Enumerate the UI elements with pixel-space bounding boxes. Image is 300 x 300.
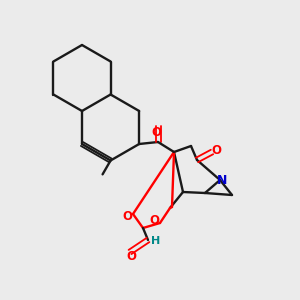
- Text: O: O: [149, 214, 159, 227]
- Text: O: O: [211, 143, 221, 157]
- Text: N: N: [217, 173, 227, 187]
- Text: O: O: [122, 209, 132, 223]
- Text: O: O: [126, 250, 136, 263]
- Text: H: H: [152, 236, 160, 246]
- Text: O: O: [151, 125, 161, 139]
